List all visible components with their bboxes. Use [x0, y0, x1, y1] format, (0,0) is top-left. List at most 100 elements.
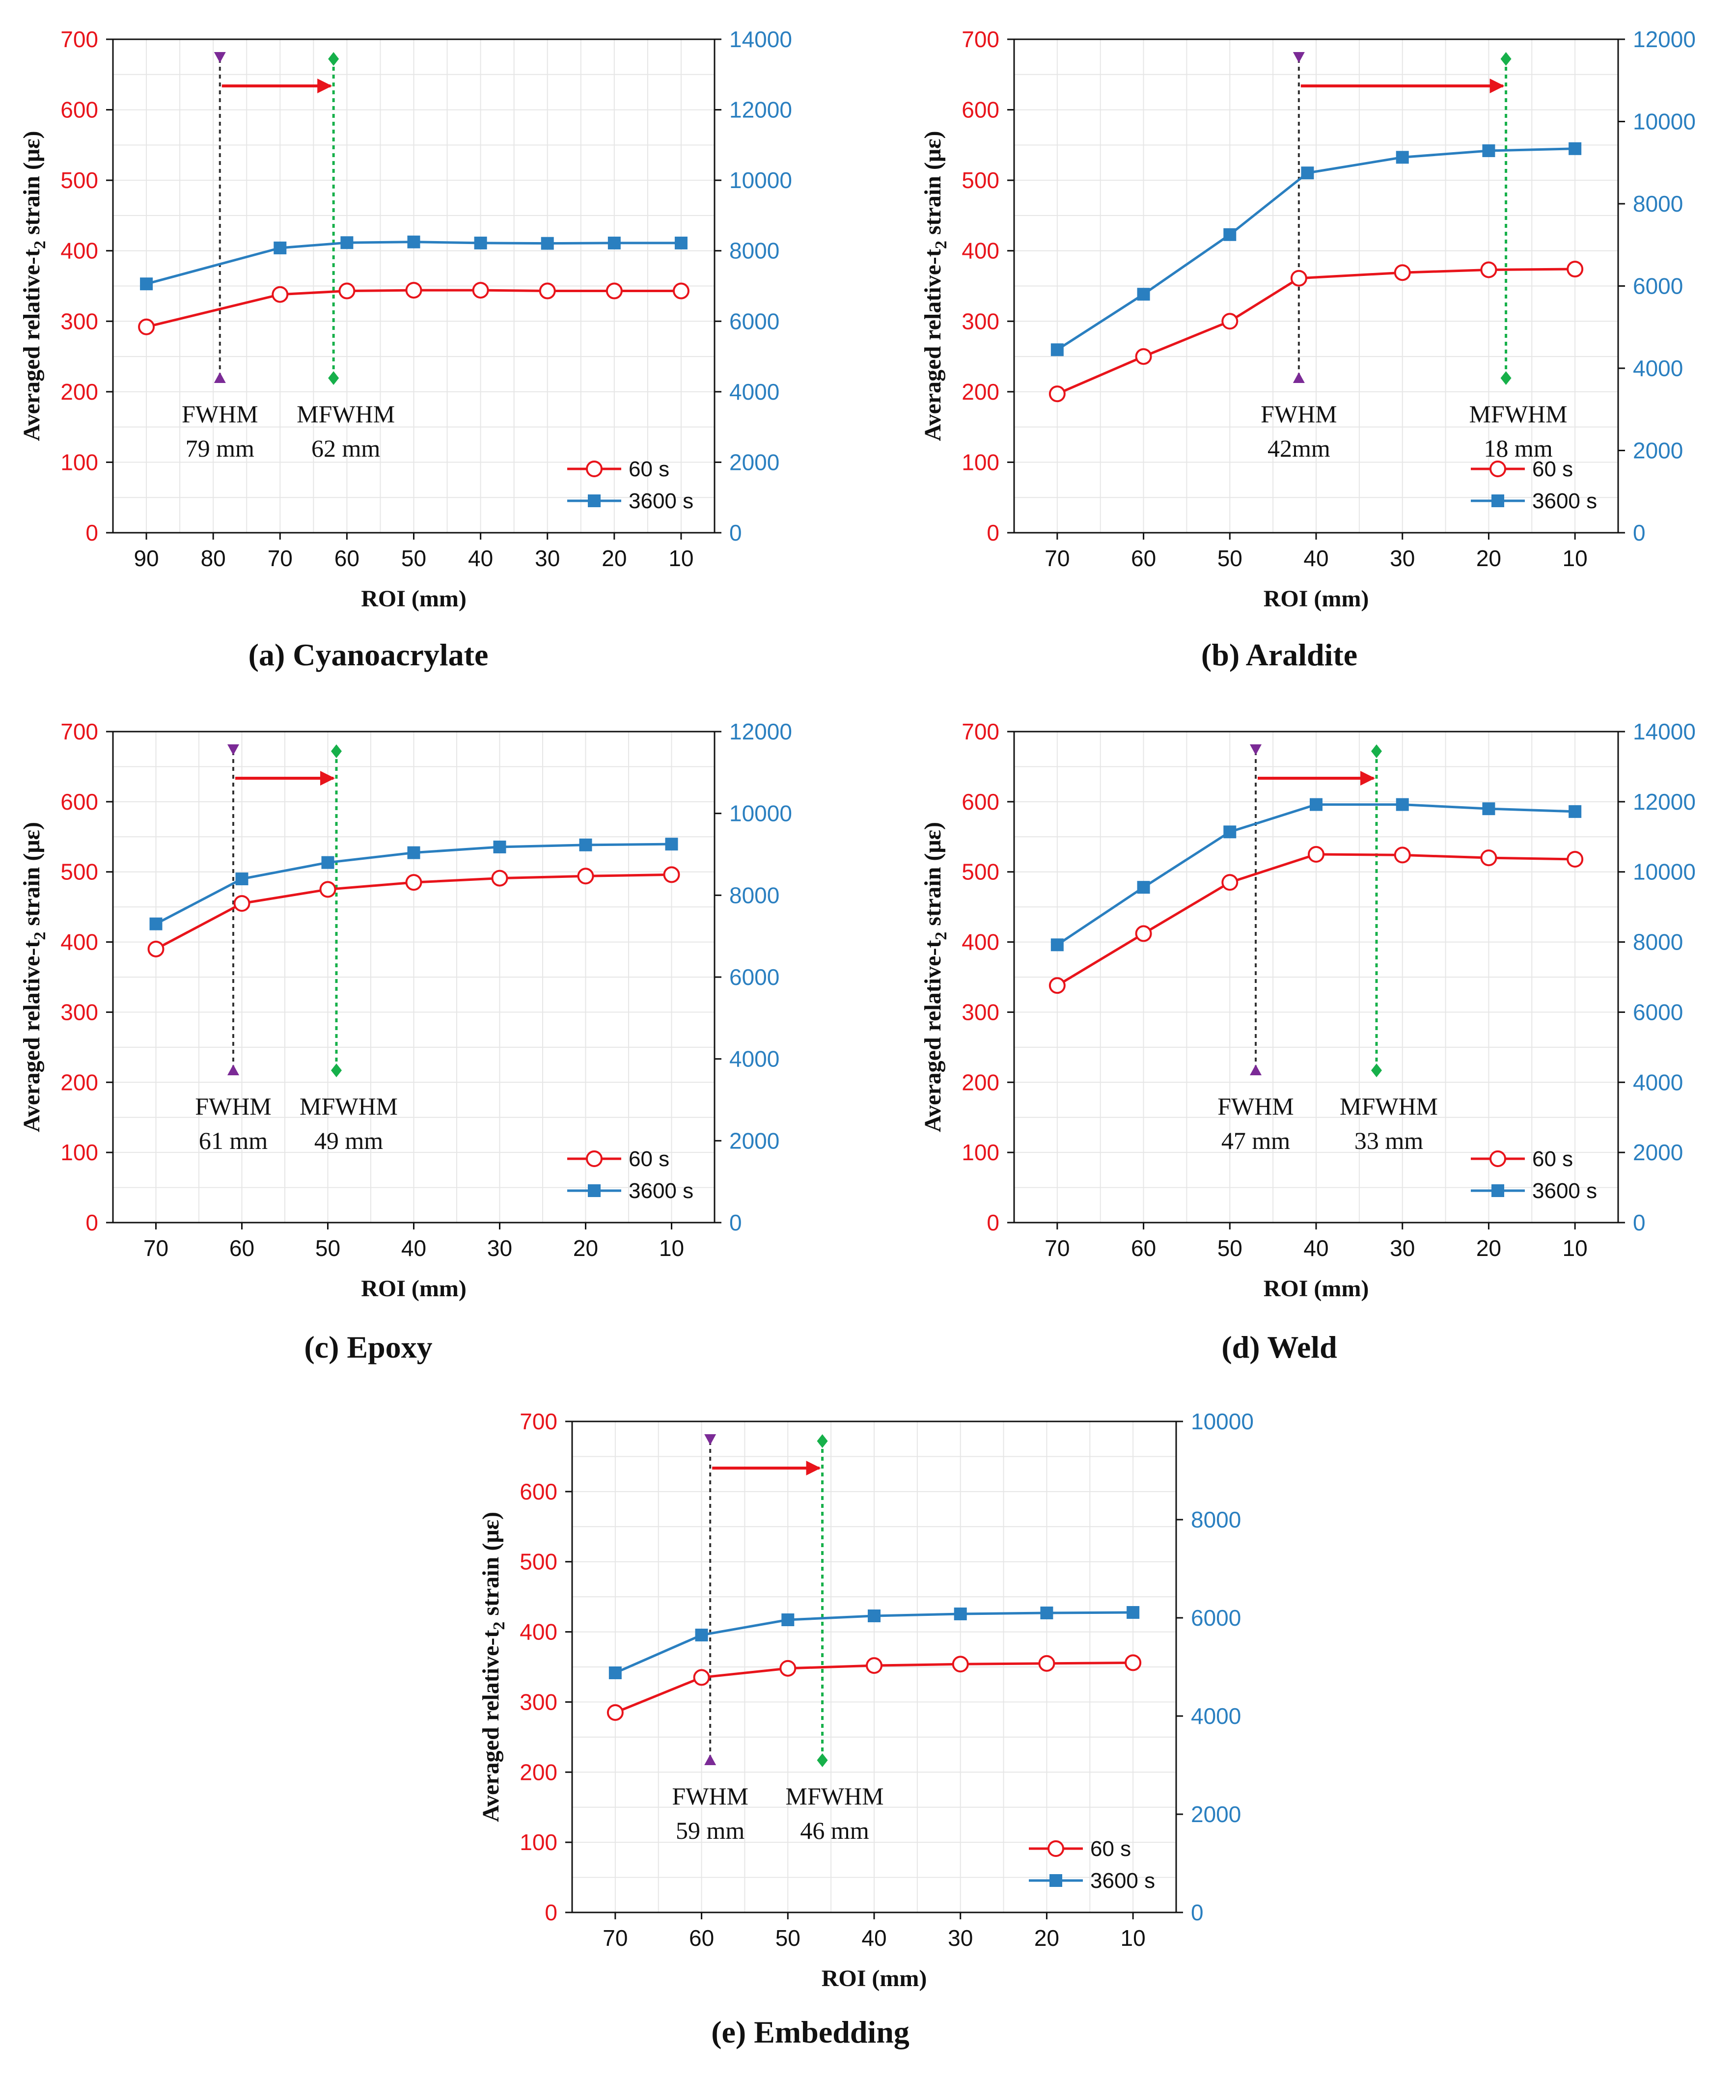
data-point-60s	[663, 866, 680, 883]
data-point-3600s	[607, 236, 621, 249]
legend-label-3600s: 3600 s	[629, 489, 693, 513]
fwhm-marker-top	[704, 1434, 716, 1445]
y-axis-label-main: Averaged relative-t	[19, 940, 45, 1132]
data-point-60s	[606, 282, 623, 300]
data-point-60s	[606, 1704, 624, 1721]
y-axis-label-subscript: 2	[490, 1622, 508, 1630]
xtick-label: 90	[134, 545, 159, 571]
legend-label-60s: 60 s	[1090, 1837, 1131, 1861]
data-point-3600s	[1482, 144, 1495, 157]
ytick-label-left: 100	[962, 1140, 999, 1165]
y-axis-label: Averaged relative-t2 strain (με)	[920, 822, 950, 1132]
xtick-label: 20	[573, 1235, 598, 1261]
mfwhm-label: MFWHM	[786, 1782, 884, 1810]
mfwhm-marker-bottom	[817, 1753, 828, 1767]
y-axis-label-main: Averaged relative-t	[19, 249, 45, 441]
ytick-label-right: 4000	[729, 1046, 779, 1072]
data-point-60s	[272, 286, 289, 303]
y-axis-label: Averaged relative-t2 strain (με)	[920, 131, 950, 441]
xtick-label: 20	[1476, 1235, 1501, 1261]
xtick-label: 10	[668, 545, 693, 571]
ytick-label-left: 200	[520, 1759, 557, 1785]
xtick-label: 50	[315, 1235, 340, 1261]
data-point-60s	[472, 282, 489, 299]
data-point-3600s	[1310, 798, 1323, 811]
panel-caption: (d) Weld	[1221, 1330, 1337, 1364]
chart-panel-a: 0 100 200 300 400 500 600 700 0 2000 4000 6000 8000 1…	[19, 27, 792, 672]
ytick-label-right: 4000	[1633, 1069, 1683, 1095]
ytick-label-left: 300	[962, 308, 999, 334]
ytick-label-left: 200	[962, 1069, 999, 1095]
legend-label-60s: 60 s	[629, 457, 669, 481]
series-line-3600s	[146, 241, 681, 285]
y-axis-label-subscript: 2	[31, 932, 49, 940]
chart-panel-b: 0 100 200 300 400 500 600 700 0 2000 4000 6000 8000 1…	[920, 27, 1696, 672]
fwhm-marker-bottom	[214, 372, 226, 383]
ytick-label-left: 400	[520, 1619, 557, 1645]
ytick-label-left: 100	[520, 1829, 557, 1855]
y-axis-label-tail: strain (με)	[19, 822, 45, 932]
ytick-label-right: 8000	[1633, 929, 1683, 955]
data-point-60s	[1221, 313, 1239, 330]
mfwhm-marker-top	[328, 52, 339, 66]
chart-panel-d: 0 100 200 300 400 500 600 700 0 2000 4000 6000 8000 1…	[920, 719, 1696, 1364]
data-point-60s	[1221, 874, 1239, 891]
data-point-60s	[866, 1657, 882, 1674]
y-axis-label-main: Averaged relative-t	[478, 1630, 504, 1822]
data-point-3600s	[1396, 798, 1409, 811]
ytick-label-left: 500	[962, 859, 999, 885]
ytick-label-left: 500	[520, 1549, 557, 1575]
xtick-label: 80	[201, 545, 226, 571]
legend-marker-3600s	[1491, 494, 1504, 507]
xtick-label: 40	[861, 1925, 886, 1951]
data-point-3600s	[1127, 1606, 1140, 1619]
data-point-3600s	[674, 236, 688, 249]
y-axis-label-subscript: 2	[932, 932, 950, 940]
fwhm-marker-top	[227, 744, 239, 755]
mfwhm-marker-bottom	[328, 371, 339, 385]
fwhm-marker-bottom	[1250, 1064, 1262, 1075]
xtick-label: 30	[487, 1235, 512, 1261]
data-point-3600s	[579, 838, 592, 851]
data-point-60s	[1480, 849, 1497, 867]
ytick-label-right: 14000	[729, 27, 792, 52]
data-point-3600s	[665, 838, 678, 851]
ytick-label-left: 100	[962, 449, 999, 475]
data-point-60s	[1480, 261, 1497, 278]
data-point-60s	[1125, 1654, 1142, 1671]
data-point-3600s	[954, 1608, 967, 1620]
mfwhm-marker-bottom	[331, 1064, 342, 1077]
mfwhm-label: MFWHM	[1469, 400, 1568, 428]
ytick-label-right: 10000	[1191, 1409, 1254, 1434]
data-point-3600s	[474, 236, 487, 249]
data-point-3600s	[149, 917, 163, 930]
ytick-label-right: 6000	[729, 964, 779, 990]
panel-caption: (b) Araldite	[1201, 637, 1357, 672]
data-point-60s	[1567, 261, 1584, 278]
legend-label-60s: 60 s	[1532, 1147, 1573, 1171]
data-point-60s	[1394, 264, 1411, 281]
data-point-3600s	[781, 1613, 795, 1626]
data-point-60s	[693, 1669, 710, 1686]
legend-label-60s: 60 s	[629, 1147, 669, 1171]
legend-marker-3600s	[1049, 1874, 1062, 1887]
xtick-label: 60	[689, 1925, 714, 1951]
ytick-label-right: 10000	[729, 167, 792, 193]
ytick-label-right: 0	[1633, 520, 1646, 545]
data-point-60s	[1394, 846, 1411, 864]
legend-marker-60s	[1489, 1150, 1506, 1167]
data-point-60s	[405, 874, 422, 891]
ytick-label-left: 700	[60, 27, 98, 52]
ytick-label-left: 400	[60, 929, 98, 955]
legend-marker-60s	[586, 461, 603, 477]
mfwhm-value: 49 mm	[314, 1127, 383, 1154]
ytick-label-right: 10000	[1633, 859, 1696, 885]
fwhm-marker-top	[214, 52, 226, 63]
xtick-label: 70	[603, 1925, 628, 1951]
mfwhm-marker-bottom	[1371, 1064, 1382, 1077]
fwhm-label: FWHM	[1261, 400, 1337, 428]
data-point-3600s	[274, 241, 287, 254]
ytick-label-right: 8000	[1633, 191, 1683, 217]
data-point-3600s	[235, 873, 248, 885]
xtick-label: 50	[775, 1925, 800, 1951]
